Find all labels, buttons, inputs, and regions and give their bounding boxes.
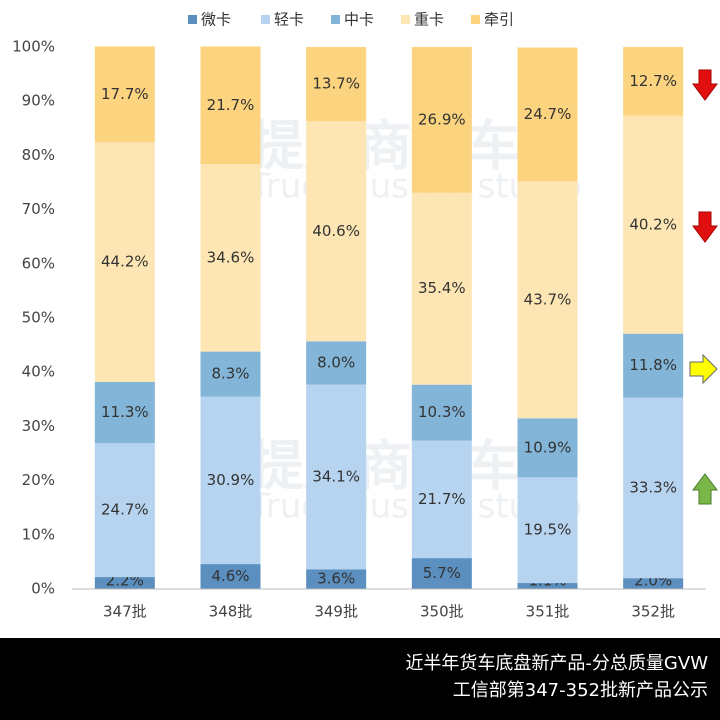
y-tick-label: 70%	[22, 200, 55, 218]
value-label: 21.7%	[207, 96, 255, 114]
y-tick-label: 40%	[22, 363, 55, 381]
bar-segment	[411, 192, 472, 385]
footer-band	[0, 638, 720, 720]
legend-label: 中卡	[344, 11, 374, 29]
right-arrow	[689, 353, 718, 385]
value-label: 5.7%	[423, 564, 461, 582]
value-label: 8.0%	[317, 353, 355, 371]
down-arrow	[692, 69, 718, 101]
x-tick-label: 352批	[631, 603, 675, 621]
down-arrow	[692, 211, 718, 243]
value-label: 43.7%	[524, 290, 572, 308]
bar-segment	[200, 564, 261, 589]
bar-segment	[623, 47, 684, 116]
bar-segment	[306, 384, 367, 570]
y-tick-label: 30%	[22, 417, 55, 435]
up-arrow	[692, 473, 718, 505]
x-tick-label: 350批	[420, 603, 464, 621]
watermark: 提加商用车	[250, 435, 520, 498]
bar-segment	[411, 47, 472, 193]
value-label: 17.7%	[101, 85, 149, 103]
value-label: 26.9%	[418, 110, 466, 128]
bar-segment	[623, 397, 684, 579]
value-label: 30.9%	[207, 471, 255, 489]
bar-segment	[517, 181, 578, 419]
y-tick-label: 20%	[22, 471, 55, 489]
y-tick-label: 60%	[22, 254, 55, 272]
bar-segment	[94, 142, 155, 382]
bar-segment	[517, 477, 578, 584]
y-tick-label: 10%	[22, 525, 55, 543]
legend-label: 微卡	[201, 11, 231, 29]
bar-segment	[94, 443, 155, 578]
y-tick-label: 100%	[12, 38, 55, 56]
legend-swatch	[261, 15, 270, 24]
value-label: 19.5%	[524, 521, 572, 539]
value-label: 12.7%	[629, 72, 677, 90]
bar-segment	[411, 384, 472, 441]
x-tick-label: 349批	[314, 603, 358, 621]
x-tick-label: 351批	[526, 603, 570, 621]
bar-segment	[411, 558, 472, 589]
value-label: 24.7%	[524, 105, 572, 123]
footer-line: 近半年货车底盘新产品-分总质量GVW	[405, 653, 708, 674]
legend-swatch	[401, 15, 410, 24]
value-label: 44.2%	[101, 253, 149, 271]
footer-line: 工信部第347-352批新产品公示	[453, 680, 708, 701]
value-label: 8.3%	[211, 365, 249, 383]
legend-swatch	[331, 15, 340, 24]
bar-segment	[200, 46, 261, 165]
bar-segment	[306, 121, 367, 342]
bar-segment	[306, 569, 367, 589]
bar-segment	[94, 577, 155, 589]
y-tick-label: 80%	[22, 146, 55, 164]
bar-segment	[200, 164, 261, 352]
value-label: 4.6%	[211, 567, 249, 585]
value-label: 21.7%	[418, 490, 466, 508]
watermark: 提加商用车	[250, 115, 520, 178]
legend-label: 重卡	[414, 11, 444, 29]
value-label: 11.3%	[101, 403, 149, 421]
value-label: 10.3%	[418, 403, 466, 421]
x-tick-label: 347批	[103, 603, 147, 621]
x-tick-label: 348批	[209, 603, 253, 621]
bar-segment	[517, 418, 578, 478]
y-tick-label: 0%	[31, 580, 55, 598]
value-label: 11.8%	[629, 356, 677, 374]
value-label: 33.3%	[629, 478, 677, 496]
value-label: 35.4%	[418, 279, 466, 297]
bar-segment	[517, 583, 578, 589]
bar-segment	[623, 333, 684, 398]
value-label: 24.7%	[101, 501, 149, 519]
value-label: 13.7%	[312, 75, 360, 93]
bar-segment	[94, 46, 155, 143]
legend-swatch	[471, 15, 480, 24]
value-label: 40.2%	[629, 215, 677, 233]
legend-label: 轻卡	[274, 11, 304, 29]
bar-segment	[517, 47, 578, 182]
bar-segment	[200, 396, 261, 565]
legend-label: 牵引	[484, 11, 514, 29]
value-label: 3.6%	[317, 570, 355, 588]
value-label: 40.6%	[312, 222, 360, 240]
bar-segment	[306, 47, 367, 122]
value-label: 10.9%	[524, 438, 572, 456]
y-tick-label: 50%	[22, 309, 55, 327]
bar-segment	[200, 351, 261, 397]
legend-swatch	[188, 15, 197, 24]
value-label: 34.1%	[312, 468, 360, 486]
bar-segment	[411, 440, 472, 559]
y-tick-label: 90%	[22, 92, 55, 110]
bar-segment	[306, 341, 367, 385]
bar-segment	[623, 115, 684, 334]
bar-segment	[94, 381, 155, 444]
value-label: 34.6%	[207, 248, 255, 266]
bar-segment	[623, 578, 684, 589]
